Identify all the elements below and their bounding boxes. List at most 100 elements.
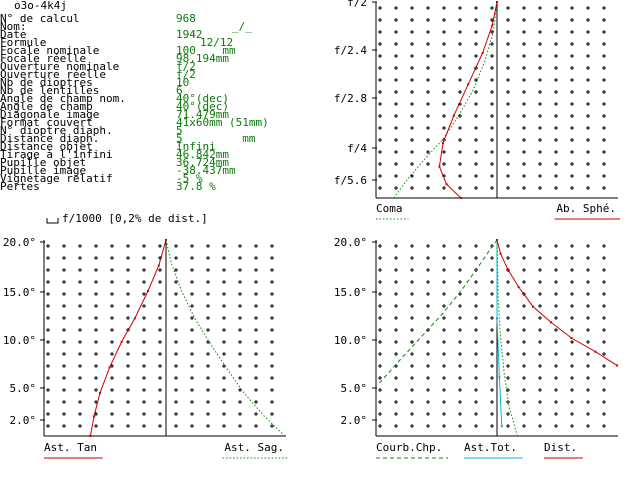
grid-mark: [222, 340, 226, 344]
grid-mark: [442, 66, 446, 70]
grid-mark: [126, 256, 130, 260]
grid-mark: [538, 340, 542, 344]
grid-mark: [206, 268, 210, 272]
grid-mark: [490, 352, 494, 356]
grid-mark: [126, 376, 130, 380]
grid-mark: [206, 424, 210, 428]
grid-mark: [586, 78, 590, 82]
grid-mark: [426, 316, 430, 320]
grid-mark: [602, 66, 606, 70]
data-point: [108, 366, 111, 369]
grid-mark: [62, 388, 66, 392]
grid-mark: [126, 424, 130, 428]
grid-mark: [442, 364, 446, 368]
grid-mark: [506, 316, 510, 320]
grid-mark: [270, 244, 274, 248]
grid-mark: [126, 244, 130, 248]
grid-mark: [426, 412, 430, 416]
grid-mark: [522, 174, 526, 178]
y-tick-label: 5.0°: [10, 382, 37, 395]
grid-mark: [394, 412, 398, 416]
grid-mark: [426, 352, 430, 356]
grid-mark: [394, 376, 398, 380]
grid-mark: [206, 400, 210, 404]
grid-mark: [270, 268, 274, 272]
y-tick-label: f/2: [347, 0, 367, 9]
info-value: 100 mm: [176, 44, 236, 57]
info-value: 968: [176, 12, 196, 25]
grid-mark: [586, 400, 590, 404]
grid-mark: [586, 316, 590, 320]
grid-mark: [270, 352, 274, 356]
grid-mark: [378, 66, 382, 70]
grid-mark: [410, 424, 414, 428]
grid-mark: [222, 328, 226, 332]
grid-mark: [522, 256, 526, 260]
grid-mark: [442, 114, 446, 118]
grid-mark: [394, 174, 398, 178]
grid-mark: [142, 352, 146, 356]
grid-mark: [94, 244, 98, 248]
grid-mark: [458, 352, 462, 356]
grid-mark: [474, 42, 478, 46]
grid-mark: [378, 316, 382, 320]
grid-mark: [62, 400, 66, 404]
grid-mark: [474, 280, 478, 284]
grid-mark: [506, 66, 510, 70]
grid-mark: [554, 304, 558, 308]
grid-mark: [458, 364, 462, 368]
grid-mark: [78, 400, 82, 404]
grid-mark: [474, 364, 478, 368]
legend-label: Ast. Tan: [44, 441, 97, 454]
series-line: [165, 239, 286, 437]
grid-mark: [394, 340, 398, 344]
info-label: Pupille image: [0, 164, 87, 177]
grid-mark: [602, 304, 606, 308]
grid-mark: [270, 376, 274, 380]
grid-mark: [394, 328, 398, 332]
grid-mark: [254, 424, 258, 428]
grid-mark: [458, 78, 462, 82]
grid-mark: [378, 364, 382, 368]
grid-mark: [110, 316, 114, 320]
grid-mark: [270, 400, 274, 404]
grid-mark: [570, 174, 574, 178]
grid-mark: [522, 162, 526, 166]
grid-mark: [602, 138, 606, 142]
grid-mark: [554, 256, 558, 260]
grid-mark: [410, 340, 414, 344]
grid-mark: [570, 340, 574, 344]
grid-mark: [602, 78, 606, 82]
grid-mark: [570, 316, 574, 320]
grid-mark: [522, 6, 526, 10]
info-value: 41x60mm (51mm): [176, 116, 269, 129]
grid-mark: [190, 352, 194, 356]
grid-mark: [490, 316, 494, 320]
grid-mark: [570, 18, 574, 22]
grid-mark: [394, 42, 398, 46]
grid-mark: [474, 30, 478, 34]
grid-mark: [570, 90, 574, 94]
grid-mark: [458, 256, 462, 260]
grid-mark: [474, 114, 478, 118]
data-point: [491, 24, 494, 27]
y-tick-label: 10.0°: [3, 334, 36, 347]
data-point: [550, 321, 552, 324]
grid-mark: [602, 186, 606, 190]
grid-mark: [206, 412, 210, 416]
grid-mark: [94, 256, 98, 260]
grid-mark: [174, 388, 178, 392]
data-point: [517, 286, 520, 289]
data-point: [133, 317, 136, 320]
grid-mark: [458, 126, 462, 130]
grid-mark: [426, 114, 430, 118]
grid-mark: [78, 352, 82, 356]
grid-mark: [490, 268, 494, 272]
y-tick-label: 10.0°: [334, 334, 367, 347]
grid-mark: [410, 256, 414, 260]
grid-mark: [458, 186, 462, 190]
grid-mark: [458, 244, 462, 248]
grid-mark: [570, 364, 574, 368]
grid-mark: [602, 316, 606, 320]
grid-mark: [490, 66, 494, 70]
